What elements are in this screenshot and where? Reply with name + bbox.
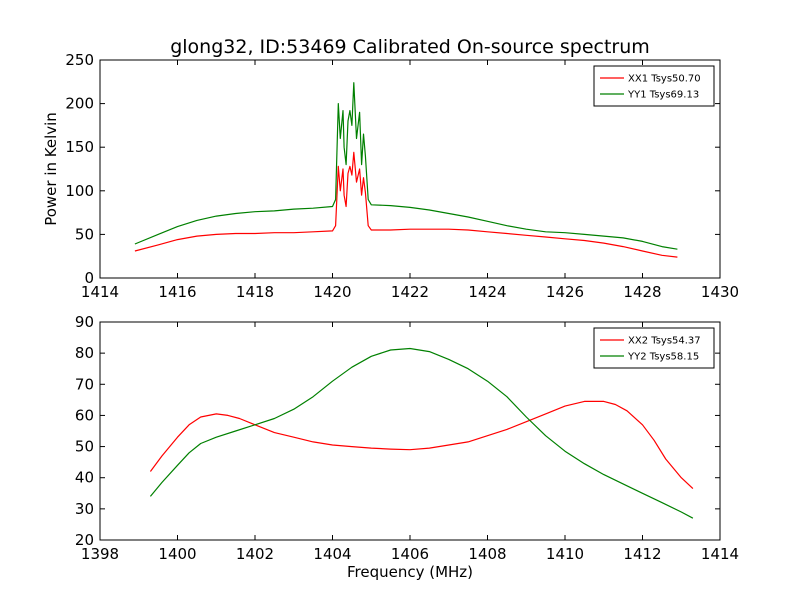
figure-title: glong32, ID:53469 Calibrated On-source s… (170, 36, 650, 58)
bottom-x-axis-label: Frequency (MHz) (347, 563, 473, 581)
top-x-tick-label: 1428 (623, 283, 661, 301)
bottom-y-tick-label: 70 (75, 375, 94, 393)
bottom-x-tick-label: 1400 (158, 545, 196, 563)
top-x-tick-label: 1418 (236, 283, 274, 301)
top-x-tick-label: 1422 (391, 283, 429, 301)
bottom-x-tick-label: 1404 (313, 545, 351, 563)
top-y-tick-label: 250 (65, 51, 94, 69)
bottom-panel-ticks: 1398 1400 1402 1404 1406 1408 1410 1412 1414 20 30… (75, 313, 739, 563)
top-x-tick-label: 1414 (81, 283, 119, 301)
top-y-tick-label: 150 (65, 138, 94, 156)
top-x-tick-label: 1424 (468, 283, 506, 301)
top-y-tick-label: 50 (75, 225, 94, 243)
bottom-panel-legend: XX2 Tsys54.37 YY2 Tsys58.15 (593, 327, 715, 369)
top-legend-label: XX1 Tsys50.70 (628, 74, 701, 85)
top-y-tick-label: 0 (84, 269, 94, 287)
bottom-x-tick-label: 1406 (391, 545, 429, 563)
bottom-panel-series (149, 347, 694, 519)
bottom-panel: 1398 1400 1402 1404 1406 1408 1410 1412 1414 20 30… (75, 313, 739, 581)
bottom-legend-label: YY2 Tsys58.15 (627, 352, 699, 363)
top-legend-box (593, 65, 715, 107)
bottom-y-tick-label: 30 (75, 500, 94, 518)
bottom-y-tick-label: 40 (75, 469, 94, 487)
top-panel-series (134, 82, 678, 258)
bottom-x-tick-label: 1402 (236, 545, 274, 563)
top-series-line-2 (134, 82, 678, 250)
bottom-x-tick-label: 1412 (623, 545, 661, 563)
bottom-x-tick-label: 1414 (701, 545, 739, 563)
bottom-y-tick-label: 50 (75, 438, 94, 456)
bottom-x-tick-label: 1408 (468, 545, 506, 563)
top-x-tick-label: 1416 (158, 283, 196, 301)
top-legend-label: YY1 Tsys69.13 (627, 90, 699, 101)
top-y-tick-label: 100 (65, 182, 94, 200)
bottom-x-tick-label: 1410 (546, 545, 584, 563)
bottom-legend-box (593, 327, 715, 369)
bottom-series-line-2 (149, 347, 694, 519)
top-series-line-1 (134, 151, 678, 258)
bottom-y-tick-label: 20 (75, 531, 94, 549)
top-panel-legend: XX1 Tsys50.70 YY1 Tsys69.13 (593, 65, 715, 107)
bottom-x-tick-label: 1398 (81, 545, 119, 563)
top-y-axis-label: Power in Kelvin (42, 112, 60, 226)
top-x-tick-label: 1420 (313, 283, 351, 301)
top-x-tick-label: 1430 (701, 283, 739, 301)
bottom-y-tick-label: 80 (75, 344, 94, 362)
bottom-y-tick-label: 90 (75, 313, 94, 331)
top-y-tick-label: 200 (65, 95, 94, 113)
bottom-series-line-1 (149, 400, 694, 490)
top-x-tick-label: 1426 (546, 283, 584, 301)
bottom-y-tick-label: 60 (75, 406, 94, 424)
top-panel-ticks: 1414 1416 1418 1420 1422 1424 1426 1428 1430 0 50 1… (65, 51, 739, 301)
top-panel: 1414 1416 1418 1420 1422 1424 1426 1428 1430 0 50 1… (42, 51, 739, 301)
bottom-legend-label: XX2 Tsys54.37 (628, 336, 701, 347)
